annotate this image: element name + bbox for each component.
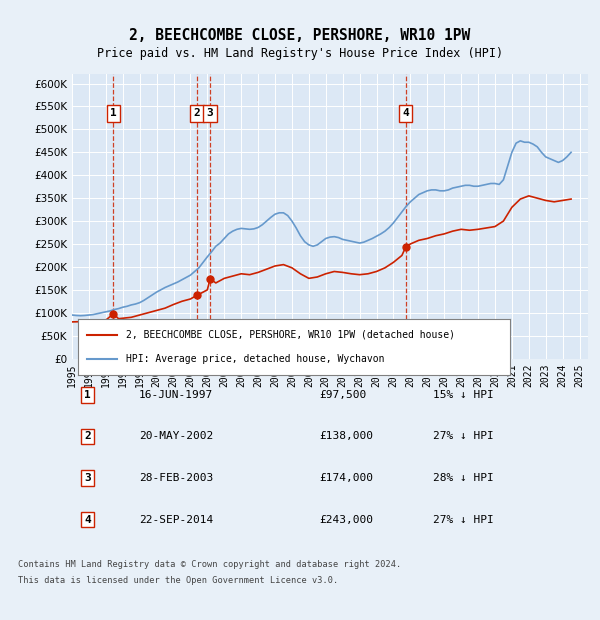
Text: 2, BEECHCOMBE CLOSE, PERSHORE, WR10 1PW (detached house): 2, BEECHCOMBE CLOSE, PERSHORE, WR10 1PW … [125, 330, 455, 340]
Text: 1: 1 [110, 108, 117, 118]
Text: 28% ↓ HPI: 28% ↓ HPI [433, 473, 494, 483]
Text: 3: 3 [84, 473, 91, 483]
Text: 22-SEP-2014: 22-SEP-2014 [139, 515, 214, 525]
Text: HPI: Average price, detached house, Wychavon: HPI: Average price, detached house, Wych… [125, 355, 384, 365]
Text: £174,000: £174,000 [320, 473, 374, 483]
Text: 20-MAY-2002: 20-MAY-2002 [139, 432, 214, 441]
Text: 1: 1 [84, 390, 91, 400]
Text: £243,000: £243,000 [320, 515, 374, 525]
Text: 27% ↓ HPI: 27% ↓ HPI [433, 432, 494, 441]
Text: 2, BEECHCOMBE CLOSE, PERSHORE, WR10 1PW: 2, BEECHCOMBE CLOSE, PERSHORE, WR10 1PW [130, 28, 470, 43]
Text: Contains HM Land Registry data © Crown copyright and database right 2024.: Contains HM Land Registry data © Crown c… [18, 560, 401, 569]
Text: 4: 4 [84, 515, 91, 525]
Text: £138,000: £138,000 [320, 432, 374, 441]
Text: 16-JUN-1997: 16-JUN-1997 [139, 390, 214, 400]
Text: 4: 4 [402, 108, 409, 118]
Text: Price paid vs. HM Land Registry's House Price Index (HPI): Price paid vs. HM Land Registry's House … [97, 46, 503, 60]
Text: 15% ↓ HPI: 15% ↓ HPI [433, 390, 494, 400]
Text: 3: 3 [206, 108, 214, 118]
Text: 2: 2 [193, 108, 200, 118]
Text: This data is licensed under the Open Government Licence v3.0.: This data is licensed under the Open Gov… [18, 576, 338, 585]
Text: £97,500: £97,500 [320, 390, 367, 400]
Text: 28-FEB-2003: 28-FEB-2003 [139, 473, 214, 483]
Text: 2: 2 [84, 432, 91, 441]
Text: 27% ↓ HPI: 27% ↓ HPI [433, 515, 494, 525]
